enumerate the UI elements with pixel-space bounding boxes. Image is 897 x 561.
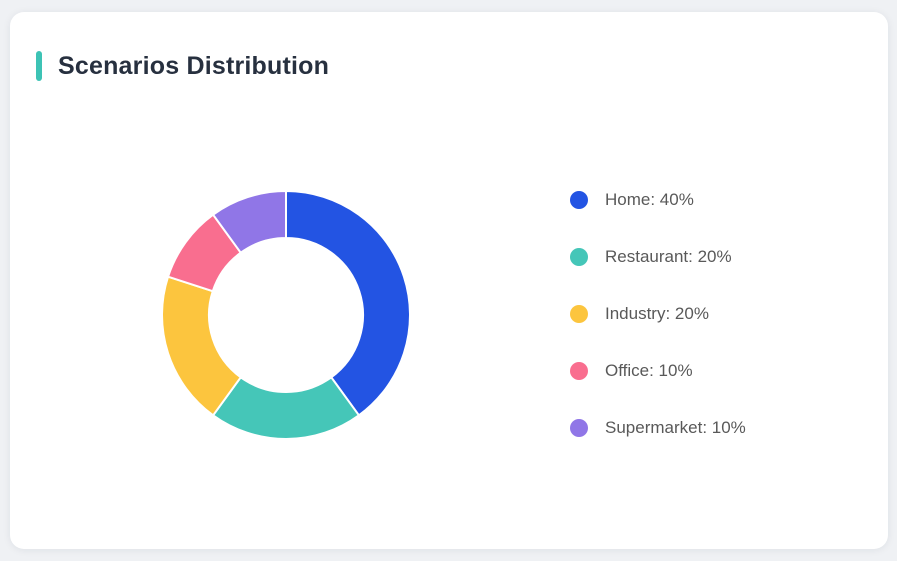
scenarios-distribution-card: Scenarios Distribution Home: 40% Restaura…	[10, 12, 888, 549]
title-accent-bar	[36, 51, 42, 81]
legend-item-office[interactable]: Office: 10%	[570, 362, 746, 380]
donut-segment-industry[interactable]	[161, 275, 242, 417]
legend-item-restaurant[interactable]: Restaurant: 20%	[570, 248, 746, 266]
legend-label: Supermarket: 10%	[605, 418, 746, 437]
legend-item-industry[interactable]: Industry: 20%	[570, 305, 746, 323]
chart-legend: Home: 40% Restaurant: 20% Industry: 20% Off…	[570, 191, 746, 476]
legend-label: Restaurant: 20%	[605, 247, 732, 266]
donut-segment-home[interactable]	[285, 190, 411, 417]
legend-dot-icon	[570, 305, 588, 323]
legend-label: Industry: 20%	[605, 304, 709, 323]
legend-item-home[interactable]: Home: 40%	[570, 191, 746, 209]
legend-label: Office: 10%	[605, 361, 693, 380]
legend-dot-icon	[570, 362, 588, 380]
legend-dot-icon	[570, 248, 588, 266]
legend-dot-icon	[570, 191, 588, 209]
donut-segment-supermarket[interactable]	[212, 190, 287, 254]
card-header: Scenarios Distribution	[36, 51, 329, 81]
page-title: Scenarios Distribution	[58, 51, 330, 80]
legend-label: Home: 40%	[605, 190, 694, 209]
legend-dot-icon	[570, 419, 588, 437]
legend-item-supermarket[interactable]: Supermarket: 10%	[570, 419, 746, 437]
donut-chart	[161, 190, 411, 440]
